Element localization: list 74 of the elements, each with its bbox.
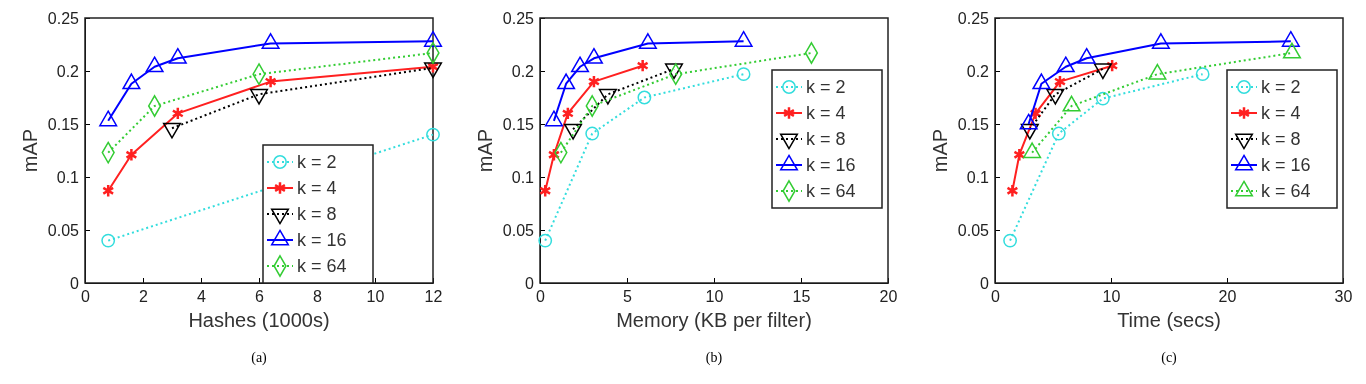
x-tick-label: 0 bbox=[991, 288, 1001, 306]
point bbox=[1151, 33, 1170, 49]
legend-label: k = 4 bbox=[1261, 103, 1301, 123]
x-tick-label: 8 bbox=[313, 288, 323, 306]
legend-label: k = 2 bbox=[806, 77, 846, 97]
x-tick-label: 6 bbox=[255, 288, 265, 306]
y-tick-label: 0.25 bbox=[502, 9, 535, 27]
x-tick-label: 12 bbox=[424, 288, 443, 306]
x-tick-label: 10 bbox=[705, 288, 724, 306]
y-tick-label: 0.1 bbox=[511, 168, 535, 186]
point bbox=[1051, 126, 1066, 141]
point bbox=[1023, 142, 1042, 159]
legend-label: k = 8 bbox=[297, 204, 337, 224]
y-tick-label: 0.05 bbox=[47, 221, 80, 239]
legend-label: k = 2 bbox=[297, 152, 337, 172]
y-tick-label: 0.05 bbox=[502, 221, 535, 239]
point bbox=[1282, 42, 1302, 59]
point bbox=[1032, 73, 1051, 90]
x-tick-label: 5 bbox=[623, 288, 633, 306]
legend-label: k = 16 bbox=[297, 230, 347, 250]
text: (a) bbox=[251, 350, 268, 366]
point bbox=[1095, 91, 1110, 106]
x-axis-title: Hashes (1000s) bbox=[188, 309, 330, 331]
legend-label: k = 64 bbox=[297, 256, 347, 276]
point bbox=[1006, 183, 1019, 198]
y-tick-label: 0.15 bbox=[47, 115, 80, 133]
point bbox=[1148, 63, 1167, 80]
x-tick-label: 20 bbox=[879, 288, 898, 306]
x-tick-label: 4 bbox=[197, 288, 207, 306]
y-tick-label: 0.2 bbox=[56, 62, 80, 80]
legend-label: k = 16 bbox=[1261, 155, 1311, 175]
y-tick-label: 0.2 bbox=[511, 62, 535, 80]
point bbox=[1281, 30, 1300, 47]
legend-label: k = 2 bbox=[1261, 77, 1301, 97]
legend-label: k = 4 bbox=[297, 178, 337, 198]
y-tick-label: 0 bbox=[70, 274, 80, 292]
x-tick-label: 30 bbox=[1334, 288, 1353, 306]
y-tick-label: 0.1 bbox=[966, 168, 990, 186]
y-tick-label: 0 bbox=[525, 274, 535, 292]
y-tick-label: 0.1 bbox=[56, 168, 80, 186]
point bbox=[1019, 113, 1038, 130]
x-tick-label: 0 bbox=[536, 288, 546, 306]
point bbox=[1013, 147, 1026, 162]
point bbox=[1003, 233, 1018, 248]
x-tick-label: 0 bbox=[81, 288, 91, 306]
y-tick-label: 0.25 bbox=[957, 9, 990, 27]
legend-label: k = 64 bbox=[806, 181, 856, 201]
legend-label: k = 8 bbox=[806, 129, 846, 149]
legend-label: k = 64 bbox=[1261, 181, 1311, 201]
x-tick-label: 15 bbox=[792, 288, 811, 306]
x-tick-label: 10 bbox=[1102, 288, 1121, 306]
point bbox=[1053, 74, 1067, 89]
point bbox=[1056, 56, 1075, 73]
legend-label: k = 16 bbox=[806, 155, 856, 175]
text: (b) bbox=[705, 350, 723, 366]
x-axis-title: Memory (KB per filter) bbox=[616, 309, 812, 331]
x-tick-label: 2 bbox=[139, 288, 149, 306]
text: (c) bbox=[1161, 350, 1178, 366]
y-axis-title: mAP bbox=[929, 128, 951, 173]
legend-label: k = 4 bbox=[806, 103, 846, 123]
y-tick-label: 0.05 bbox=[957, 221, 990, 239]
y-tick-label: 0.15 bbox=[957, 115, 990, 133]
y-axis-title: mAP bbox=[474, 128, 496, 173]
point bbox=[1077, 47, 1096, 64]
y-axis-title: mAP bbox=[19, 128, 41, 173]
x-axis-title: Time (secs) bbox=[1117, 309, 1221, 331]
y-tick-label: 0.15 bbox=[502, 115, 535, 133]
x-tick-label: 10 bbox=[366, 288, 385, 306]
y-tick-label: 0.2 bbox=[966, 62, 990, 80]
point bbox=[1062, 95, 1081, 112]
x-tick-label: 20 bbox=[1218, 288, 1237, 306]
legend-label: k = 8 bbox=[1261, 129, 1301, 149]
y-tick-label: 0 bbox=[980, 274, 990, 292]
y-tick-label: 0.25 bbox=[47, 9, 80, 27]
